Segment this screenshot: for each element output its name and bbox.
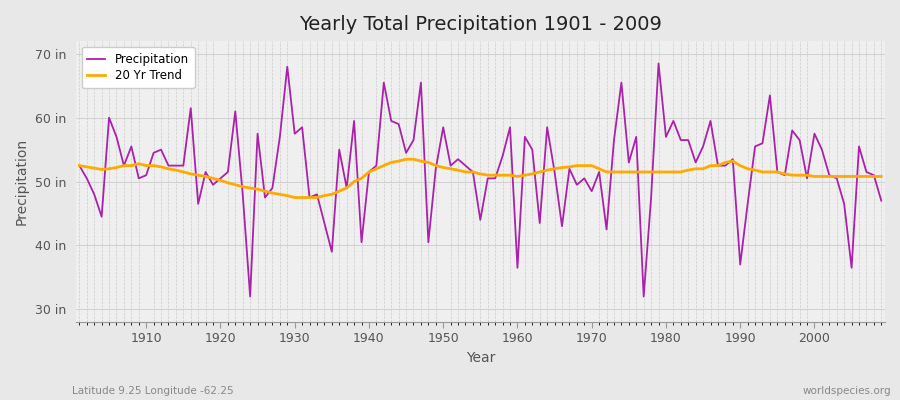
Precipitation — [519, 134, 530, 139]
20 Yr Trend — [74, 163, 85, 168]
20 Yr Trend — [304, 195, 315, 200]
X-axis label: Year: Year — [465, 351, 495, 365]
20 Yr Trend — [289, 195, 300, 200]
Precipitation — [608, 138, 619, 142]
Precipitation — [876, 198, 886, 203]
20 Yr Trend — [519, 173, 530, 178]
Precipitation — [304, 195, 315, 200]
20 Yr Trend — [133, 161, 144, 166]
Line: Precipitation: Precipitation — [79, 64, 881, 296]
Text: worldspecies.org: worldspecies.org — [803, 386, 891, 396]
20 Yr Trend — [526, 172, 537, 176]
Precipitation — [653, 61, 664, 66]
Precipitation — [348, 118, 359, 123]
Y-axis label: Precipitation: Precipitation — [15, 138, 29, 225]
20 Yr Trend — [400, 157, 411, 162]
Legend: Precipitation, 20 Yr Trend: Precipitation, 20 Yr Trend — [82, 47, 194, 88]
Precipitation — [245, 294, 256, 299]
Precipitation — [512, 265, 523, 270]
Precipitation — [133, 176, 144, 181]
20 Yr Trend — [616, 170, 626, 174]
Text: Latitude 9.25 Longitude -62.25: Latitude 9.25 Longitude -62.25 — [72, 386, 234, 396]
Line: 20 Yr Trend: 20 Yr Trend — [79, 159, 881, 198]
Title: Yearly Total Precipitation 1901 - 2009: Yearly Total Precipitation 1901 - 2009 — [299, 15, 662, 34]
20 Yr Trend — [876, 174, 886, 179]
20 Yr Trend — [348, 179, 359, 184]
Precipitation — [74, 163, 85, 168]
